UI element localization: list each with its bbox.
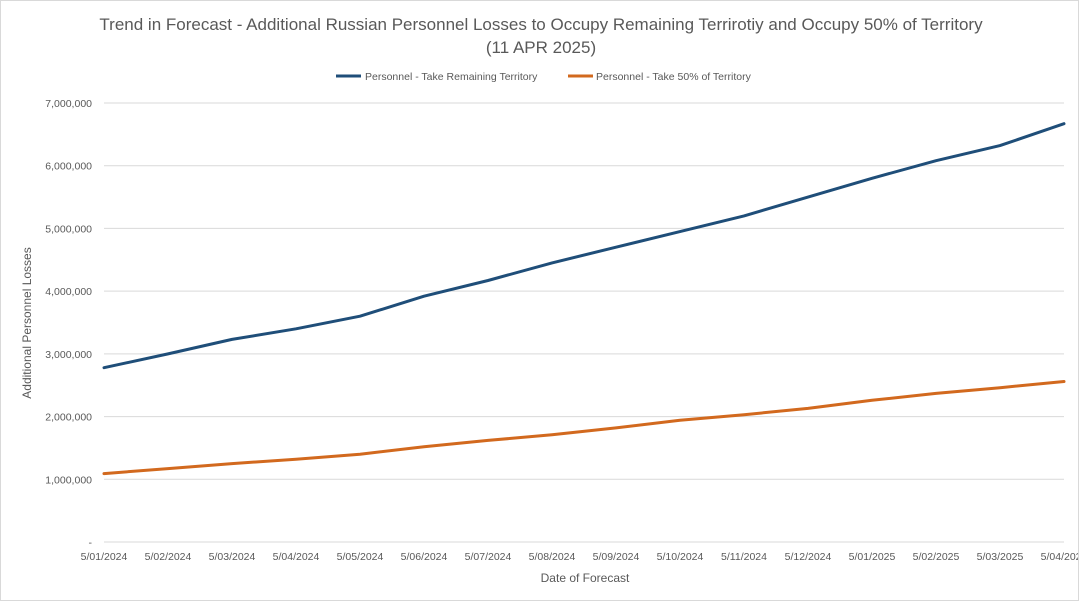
y-axis-ticks: - 1,000,000 2,000,000 3,000,000 4,000,000 5,0…: [45, 98, 92, 549]
x-tick-label: 5/04/2025: [1041, 551, 1078, 563]
x-tick-label: 5/08/2024: [529, 551, 576, 563]
legend-label-fifty-percent: Personnel - Take 50% of Territory: [596, 71, 752, 83]
y-tick-label: 3,000,000: [45, 349, 92, 361]
gridlines: [104, 102, 1064, 543]
legend: Personnel - Take Remaining Territory Per…: [336, 71, 752, 83]
y-tick-label: 5,000,000: [45, 223, 92, 235]
x-tick-label: 5/07/2024: [465, 551, 512, 563]
series-line-fifty-percent-territory: [102, 380, 1066, 476]
y-tick-label: 1,000,000: [45, 474, 92, 486]
series-line-remaining-territory: [102, 122, 1066, 370]
y-axis-title: Additional Personnel Losses: [20, 247, 34, 398]
x-tick-label: 5/03/2025: [977, 551, 1024, 563]
y-tick-label: 4,000,000: [45, 286, 92, 298]
y-tick-label: 2,000,000: [45, 412, 92, 424]
x-tick-label: 5/09/2024: [593, 551, 640, 563]
x-tick-label: 5/02/2024: [145, 551, 192, 563]
x-tick-label: 5/01/2025: [849, 551, 896, 563]
y-tick-label: -: [89, 537, 93, 549]
chart-title-line2: (11 APR 2025): [486, 38, 596, 57]
x-tick-label: 5/02/2025: [913, 551, 960, 563]
x-tick-label: 5/04/2024: [273, 551, 320, 563]
x-tick-label: 5/01/2024: [81, 551, 128, 563]
legend-label-remaining: Personnel - Take Remaining Territory: [365, 71, 538, 83]
chart-title-line1: Trend in Forecast - Additional Russian P…: [99, 15, 983, 34]
x-tick-label: 5/05/2024: [337, 551, 384, 563]
x-tick-label: 5/06/2024: [401, 551, 448, 563]
x-tick-label: 5/12/2024: [785, 551, 832, 563]
x-tick-label: 5/10/2024: [657, 551, 704, 563]
x-axis-title: Date of Forecast: [541, 571, 630, 585]
series-lines: [102, 122, 1066, 476]
y-tick-label: 6,000,000: [45, 161, 92, 173]
x-axis-ticks: 5/01/2024 5/02/2024 5/03/2024 5/04/2024 5/05…: [81, 551, 1078, 563]
x-tick-label: 5/11/2024: [721, 551, 767, 563]
x-tick-label: 5/03/2024: [209, 551, 256, 563]
y-tick-label: 7,000,000: [45, 98, 92, 110]
